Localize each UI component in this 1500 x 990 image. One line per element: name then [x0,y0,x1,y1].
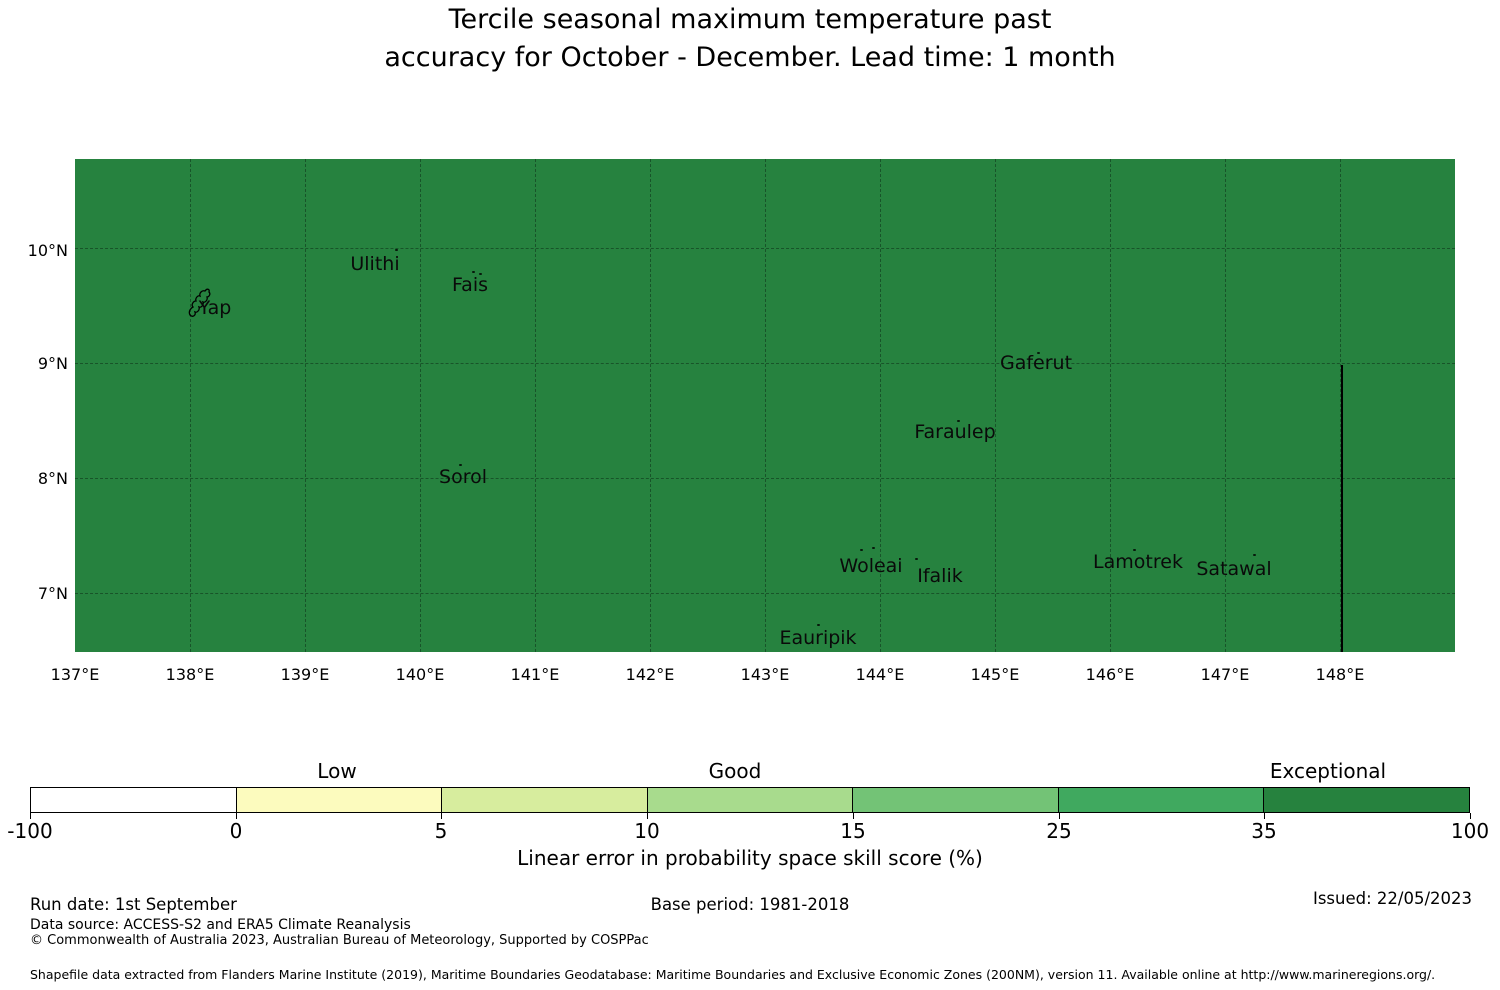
colorbar-segment-1 [31,788,236,812]
eez-boundary-line [1341,365,1343,652]
colorbar-tick-25: 25 [1046,819,1072,843]
x-tick-140e: 140°E [395,665,445,684]
colorbar-tick-0: 0 [229,819,243,843]
colorbar-category-low: Low [317,759,357,783]
colorbar-segment-5 [852,788,1058,812]
data-source-text: Data source: ACCESS-S2 and ERA5 Climate … [30,917,411,933]
island-dot-ifalik [915,558,918,560]
colorbar-tick-35: 35 [1251,819,1277,843]
island-dot-gaferut [1037,352,1040,354]
colorbar-segment-7 [1263,788,1470,812]
y-tick-10n: 10°N [27,241,68,260]
colorbar [30,787,1470,813]
island-dot-woleai-2 [872,547,875,549]
gridline-139e [305,159,306,652]
colorbar-tick-10: 10 [634,819,660,843]
colorbar-tickmark [1264,813,1265,819]
gridline-147e [1225,159,1226,652]
x-tick-142e: 142°E [625,665,675,684]
colorbar-tickmark [1059,813,1060,819]
x-tick-144e: 144°E [855,665,905,684]
gridline-8n [75,478,1455,479]
island-label-woleai: Woleai [839,555,903,577]
island-dot-sorol [459,464,462,466]
x-tick-148e: 148°E [1315,665,1365,684]
x-tick-138e: 138°E [165,665,215,684]
gridline-9n [75,363,1455,364]
copyright-text: © Commonwealth of Australia 2023, Austra… [30,933,649,948]
gridline-144e [880,159,881,652]
island-dot-woleai-1 [860,549,863,551]
island-label-yap: Yap [198,297,232,319]
map-panel: Yap Ulithi Fais Sorol Gaferut Faraulep W… [75,159,1455,652]
colorbar-segment-6 [1057,788,1264,812]
colorbar-tickmark [1470,813,1471,819]
shapefile-attribution-text: Shapefile data extracted from Flanders M… [30,967,1436,982]
island-label-sorol: Sorol [439,466,487,488]
island-label-gaferut: Gaferut [999,352,1073,374]
issued-date-text: Issued: 22/05/2023 [1312,889,1472,908]
x-tick-146e: 146°E [1085,665,1135,684]
colorbar-axis-label: Linear error in probability space skill … [517,846,983,870]
island-dot-ulithi [395,249,398,251]
x-tick-145e: 145°E [970,665,1020,684]
gridline-10n [75,248,1455,249]
x-tick-137e: 137°E [50,665,100,684]
run-date-text: Run date: 1st September [30,895,237,914]
gridline-141e [535,159,536,652]
island-dot-faraulep [957,420,960,422]
island-dot-satawal [1253,554,1256,556]
gridline-148e [1340,159,1341,652]
chart-title-line-1: Tercile seasonal maximum temperature pas… [448,4,1052,35]
colorbar-tick-15: 15 [840,819,866,843]
gridline-140e [420,159,421,652]
colorbar-tickmark [853,813,854,819]
island-label-ulithi: Ulithi [350,253,400,275]
island-dot-fais-2 [479,273,482,275]
colorbar-tickmark [236,813,237,819]
gridline-146e [1110,159,1111,652]
gridline-143e [765,159,766,652]
yap-island-outline [188,288,211,317]
colorbar-tickmark [647,813,648,819]
island-label-satawal: Satawal [1196,558,1272,580]
colorbar-tickmark [30,813,31,819]
colorbar-tick-100: 100 [1450,819,1490,843]
x-tick-141e: 141°E [510,665,560,684]
island-dot-lamotrek [1133,549,1136,551]
chart-title-line-2: accuracy for October - December. Lead ti… [384,42,1116,73]
gridline-7n [75,593,1455,594]
colorbar-category-exceptional: Exceptional [1269,759,1387,783]
colorbar-tickmark [441,813,442,819]
island-dot-eauripik [817,624,820,626]
colorbar-tick-5: 5 [434,819,448,843]
colorbar-segment-2 [235,788,442,812]
colorbar-segment-3 [441,788,647,812]
colorbar-category-good: Good [708,759,762,783]
island-label-faraulep: Faraulep [914,421,996,443]
gridline-138e [190,159,191,652]
gridline-142e [650,159,651,652]
island-label-ifalik: Ifalik [917,565,963,587]
island-label-eauripik: Eauripik [779,627,857,649]
colorbar-tick-minus100: -100 [7,819,53,843]
y-tick-9n: 9°N [37,354,68,373]
x-tick-139e: 139°E [280,665,330,684]
island-dot-fais-1 [472,271,475,273]
x-tick-147e: 147°E [1200,665,1250,684]
y-tick-7n: 7°N [37,584,68,603]
x-tick-143e: 143°E [740,665,790,684]
island-label-lamotrek: Lamotrek [1093,551,1183,573]
island-label-fais: Fais [451,274,489,296]
y-tick-8n: 8°N [37,469,68,488]
colorbar-segment-4 [646,788,853,812]
gridline-145e [995,159,996,652]
base-period-text: Base period: 1981-2018 [650,895,850,914]
